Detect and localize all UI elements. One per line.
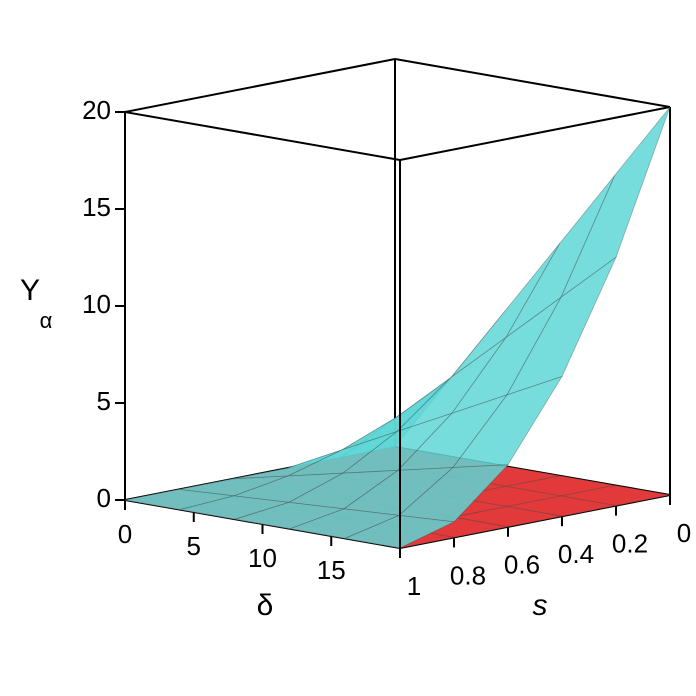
z-tick-label: 10 [82, 289, 111, 319]
x-tick-label: 15 [317, 555, 346, 585]
z-tick-label: 15 [82, 192, 111, 222]
x-tick-label: 0 [118, 519, 132, 549]
z-tick-label: 0 [97, 483, 111, 513]
frame-edge [124, 58, 396, 113]
x-tick-label: 5 [187, 531, 201, 561]
z-tick-label: 20 [82, 95, 111, 125]
frame-edge [124, 111, 401, 161]
y-tick-label: 0.2 [612, 528, 648, 558]
surface-patch [560, 106, 671, 299]
y-tick-label: 1 [407, 571, 421, 601]
z-axis-subscript: α [40, 308, 53, 333]
x-axis-label: δ [257, 589, 274, 622]
y-tick-label: 0 [677, 518, 691, 548]
y-tick-label: 0.8 [450, 560, 486, 590]
frame-edge [399, 106, 671, 161]
z-tick-label: 5 [97, 386, 111, 416]
y-tick-label: 0.4 [558, 539, 594, 569]
frame-edge [394, 58, 671, 108]
y-tick-label: 0.6 [504, 550, 540, 580]
x-tick-label: 10 [248, 543, 277, 573]
z-axis-label: Υ [20, 274, 40, 307]
y-axis-label: s [533, 589, 548, 622]
